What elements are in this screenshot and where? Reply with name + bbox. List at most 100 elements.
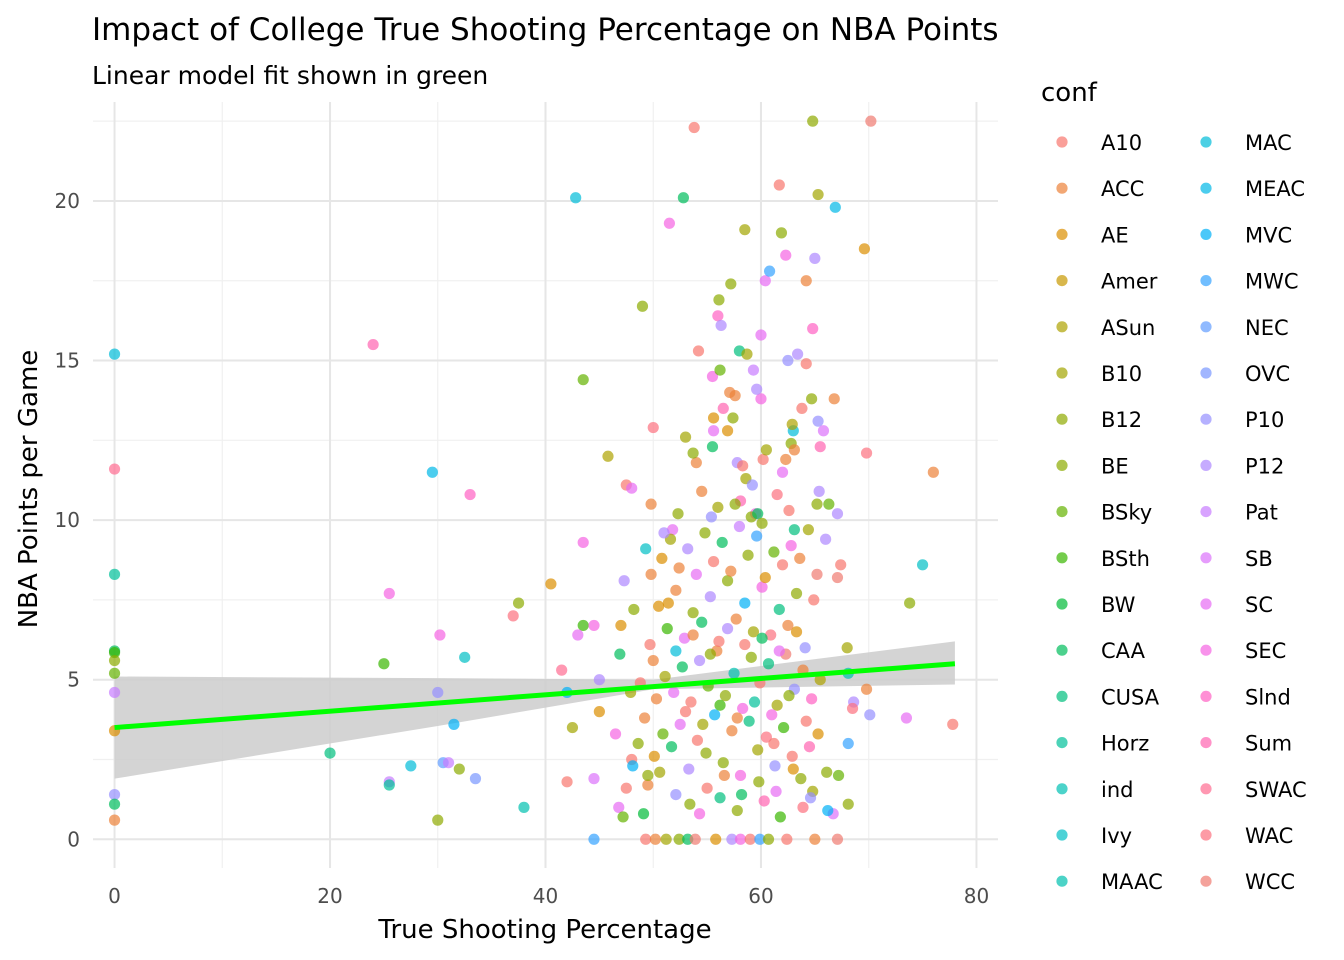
data-point xyxy=(704,648,716,660)
data-point xyxy=(678,632,691,644)
data-point xyxy=(383,779,395,791)
data-point xyxy=(776,466,789,478)
data-point xyxy=(442,757,455,769)
y-tick-label: 10 xyxy=(55,508,80,532)
data-point xyxy=(459,651,471,663)
data-point xyxy=(734,769,747,782)
data-point xyxy=(746,479,758,491)
data-point xyxy=(687,629,699,641)
data-point xyxy=(609,728,622,740)
data-point xyxy=(570,192,582,204)
data-point xyxy=(733,520,746,533)
data-point xyxy=(765,629,777,641)
legend-key xyxy=(1200,367,1212,379)
data-point xyxy=(785,540,797,552)
data-point xyxy=(778,721,790,734)
data-point xyxy=(653,600,665,612)
legend-item: AE xyxy=(1056,223,1129,247)
data-point xyxy=(768,546,780,558)
chart-title: Impact of College True Shooting Percenta… xyxy=(92,12,999,48)
data-point xyxy=(812,415,824,427)
data-point xyxy=(813,485,825,497)
data-point xyxy=(637,808,650,820)
data-point xyxy=(469,773,482,785)
x-tick-label: 80 xyxy=(964,884,989,908)
legend-item: BSky xyxy=(1056,501,1152,525)
legend-label: ind xyxy=(1101,778,1133,802)
data-point xyxy=(773,179,785,191)
data-point xyxy=(728,667,740,679)
data-point xyxy=(759,275,771,287)
data-point xyxy=(782,619,794,632)
legend-label: WCC xyxy=(1245,870,1295,894)
data-point xyxy=(807,115,819,127)
data-point xyxy=(811,498,823,510)
data-point xyxy=(507,610,519,622)
data-point xyxy=(588,619,600,632)
data-point xyxy=(615,619,627,632)
data-point xyxy=(773,645,785,657)
legend-label: MVC xyxy=(1245,223,1292,247)
data-point xyxy=(817,425,830,437)
data-point xyxy=(727,412,739,424)
data-point xyxy=(108,667,121,679)
legend-label: MWC xyxy=(1245,270,1299,294)
points-layer xyxy=(108,115,959,845)
data-point xyxy=(730,613,742,625)
data-point xyxy=(566,721,579,734)
data-point xyxy=(790,626,803,638)
data-point xyxy=(545,578,557,590)
data-point xyxy=(660,833,672,845)
legend-items: A10 ACC AE Amer ASun B10 B12 BE BSky BSth BW CAA CUS… xyxy=(1056,131,1307,894)
data-point xyxy=(814,441,826,453)
data-point xyxy=(649,833,661,845)
data-point xyxy=(858,243,871,255)
legend-key xyxy=(1200,321,1212,333)
legend-label: BW xyxy=(1101,593,1136,617)
data-point xyxy=(737,460,749,472)
data-point xyxy=(832,769,845,782)
legend-item: Amer xyxy=(1056,270,1158,294)
data-point xyxy=(617,811,629,823)
data-point xyxy=(108,798,121,810)
legend: conf A10 ACC AE Amer ASun B10 B12 BE BSky BSth BW C… xyxy=(1041,78,1307,894)
data-point xyxy=(650,693,663,705)
legend-item: MAAC xyxy=(1056,870,1163,894)
data-point xyxy=(753,776,765,788)
legend-key xyxy=(1200,737,1212,749)
grid-major xyxy=(93,102,998,868)
data-point xyxy=(701,782,713,794)
data-point xyxy=(512,597,525,609)
legend-key xyxy=(1056,367,1068,379)
legend-key xyxy=(1056,182,1068,194)
x-tick-label: 20 xyxy=(317,884,342,908)
data-point xyxy=(803,741,816,753)
data-point xyxy=(794,552,806,565)
data-point xyxy=(797,801,809,813)
legend-label: WAC xyxy=(1245,824,1293,848)
data-point xyxy=(690,568,702,580)
data-point xyxy=(670,788,682,801)
data-point xyxy=(860,683,873,695)
data-point xyxy=(800,275,812,287)
data-point xyxy=(731,804,743,817)
data-point xyxy=(751,383,763,395)
data-point xyxy=(739,597,751,609)
data-point xyxy=(670,584,682,596)
data-point xyxy=(916,559,929,571)
legend-item: MAC xyxy=(1200,131,1292,155)
data-point xyxy=(751,530,763,542)
data-point xyxy=(693,808,706,820)
data-point xyxy=(714,364,726,376)
data-point xyxy=(796,402,808,414)
data-point xyxy=(645,498,657,510)
data-point xyxy=(731,712,743,724)
data-point xyxy=(656,552,668,565)
plot-panel xyxy=(93,102,998,868)
data-point xyxy=(108,654,121,667)
data-point xyxy=(684,798,696,810)
data-point xyxy=(766,709,778,721)
data-point xyxy=(831,833,844,845)
legend-key xyxy=(1200,829,1212,841)
legend-item: Horz xyxy=(1056,732,1149,756)
